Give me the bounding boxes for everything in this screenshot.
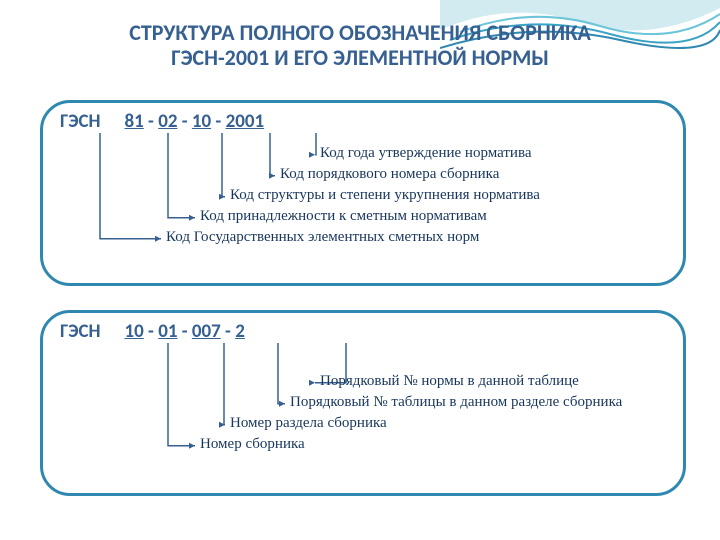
slide-title: СТРУКТУРА ПОЛНОГО ОБОЗНАЧЕНИЯ СБОРНИКА Г… xyxy=(0,20,720,71)
code-part: 81 xyxy=(125,110,144,133)
code-part: 02 xyxy=(158,110,177,133)
title-line-1: СТРУКТУРА ПОЛНОГО ОБОЗНАЧЕНИЯ СБОРНИКА xyxy=(0,20,720,45)
code-line-1: ГЭСН81 - 02 - 10 - 2001 xyxy=(60,110,264,133)
code-prefix: ГЭСН xyxy=(60,110,101,133)
explanation-label: Номер раздела сборника xyxy=(230,415,387,432)
explanation-label: Номер сборника xyxy=(200,436,305,453)
code-part: 10 xyxy=(192,110,211,133)
explanation-label: Код Государственных элементных сметных н… xyxy=(166,229,479,246)
code-part: 10 xyxy=(125,320,144,343)
code-part: 2 xyxy=(235,320,245,343)
code-part: 01 xyxy=(158,320,177,343)
explanation-label: Код принадлежности к сметным нормативам xyxy=(200,208,487,225)
title-line-2: ГЭСН-2001 И ЕГО ЭЛЕМЕНТНОЙ НОРМЫ xyxy=(0,45,720,70)
code-part: 2001 xyxy=(226,110,265,133)
code-part: 007 xyxy=(192,320,221,343)
explanation-label: Код порядкового номера сборника xyxy=(280,166,499,183)
explanation-label: Код года утверждение норматива xyxy=(320,145,532,162)
explanation-label: Код структуры и степени укрупнения норма… xyxy=(230,187,540,204)
code-prefix: ГЭСН xyxy=(60,320,101,343)
explanation-label: Порядковый № таблицы в данном разделе сб… xyxy=(290,394,622,411)
code-line-2: ГЭСН10 - 01 - 007 - 2 xyxy=(60,320,245,343)
slide: СТРУКТУРА ПОЛНОГО ОБОЗНАЧЕНИЯ СБОРНИКА Г… xyxy=(0,0,720,540)
explanation-label: Порядковый № нормы в данной таблице xyxy=(320,373,579,390)
